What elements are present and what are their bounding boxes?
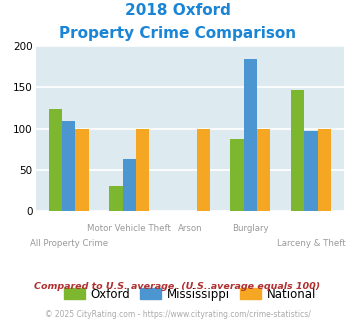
Text: Property Crime Comparison: Property Crime Comparison: [59, 26, 296, 41]
Text: Motor Vehicle Theft: Motor Vehicle Theft: [87, 224, 171, 233]
Bar: [76, 129, 89, 211]
Text: Larceny & Theft: Larceny & Theft: [277, 239, 345, 248]
Bar: [62, 121, 76, 211]
Text: © 2025 CityRating.com - https://www.cityrating.com/crime-statistics/: © 2025 CityRating.com - https://www.city…: [45, 310, 310, 319]
Bar: [49, 109, 62, 211]
Text: Burglary: Burglary: [232, 224, 269, 233]
Bar: [109, 185, 123, 211]
Text: Compared to U.S. average. (U.S. average equals 100): Compared to U.S. average. (U.S. average …: [34, 282, 321, 291]
Text: All Property Crime: All Property Crime: [30, 239, 108, 248]
Bar: [230, 139, 244, 211]
Bar: [123, 159, 136, 211]
Bar: [291, 90, 304, 211]
Text: 2018 Oxford: 2018 Oxford: [125, 3, 230, 18]
Bar: [136, 129, 149, 211]
Bar: [257, 129, 271, 211]
Bar: [318, 129, 331, 211]
Bar: [244, 59, 257, 211]
Bar: [304, 131, 318, 211]
Bar: [197, 129, 210, 211]
Text: Arson: Arson: [178, 224, 202, 233]
Legend: Oxford, Mississippi, National: Oxford, Mississippi, National: [59, 283, 321, 306]
